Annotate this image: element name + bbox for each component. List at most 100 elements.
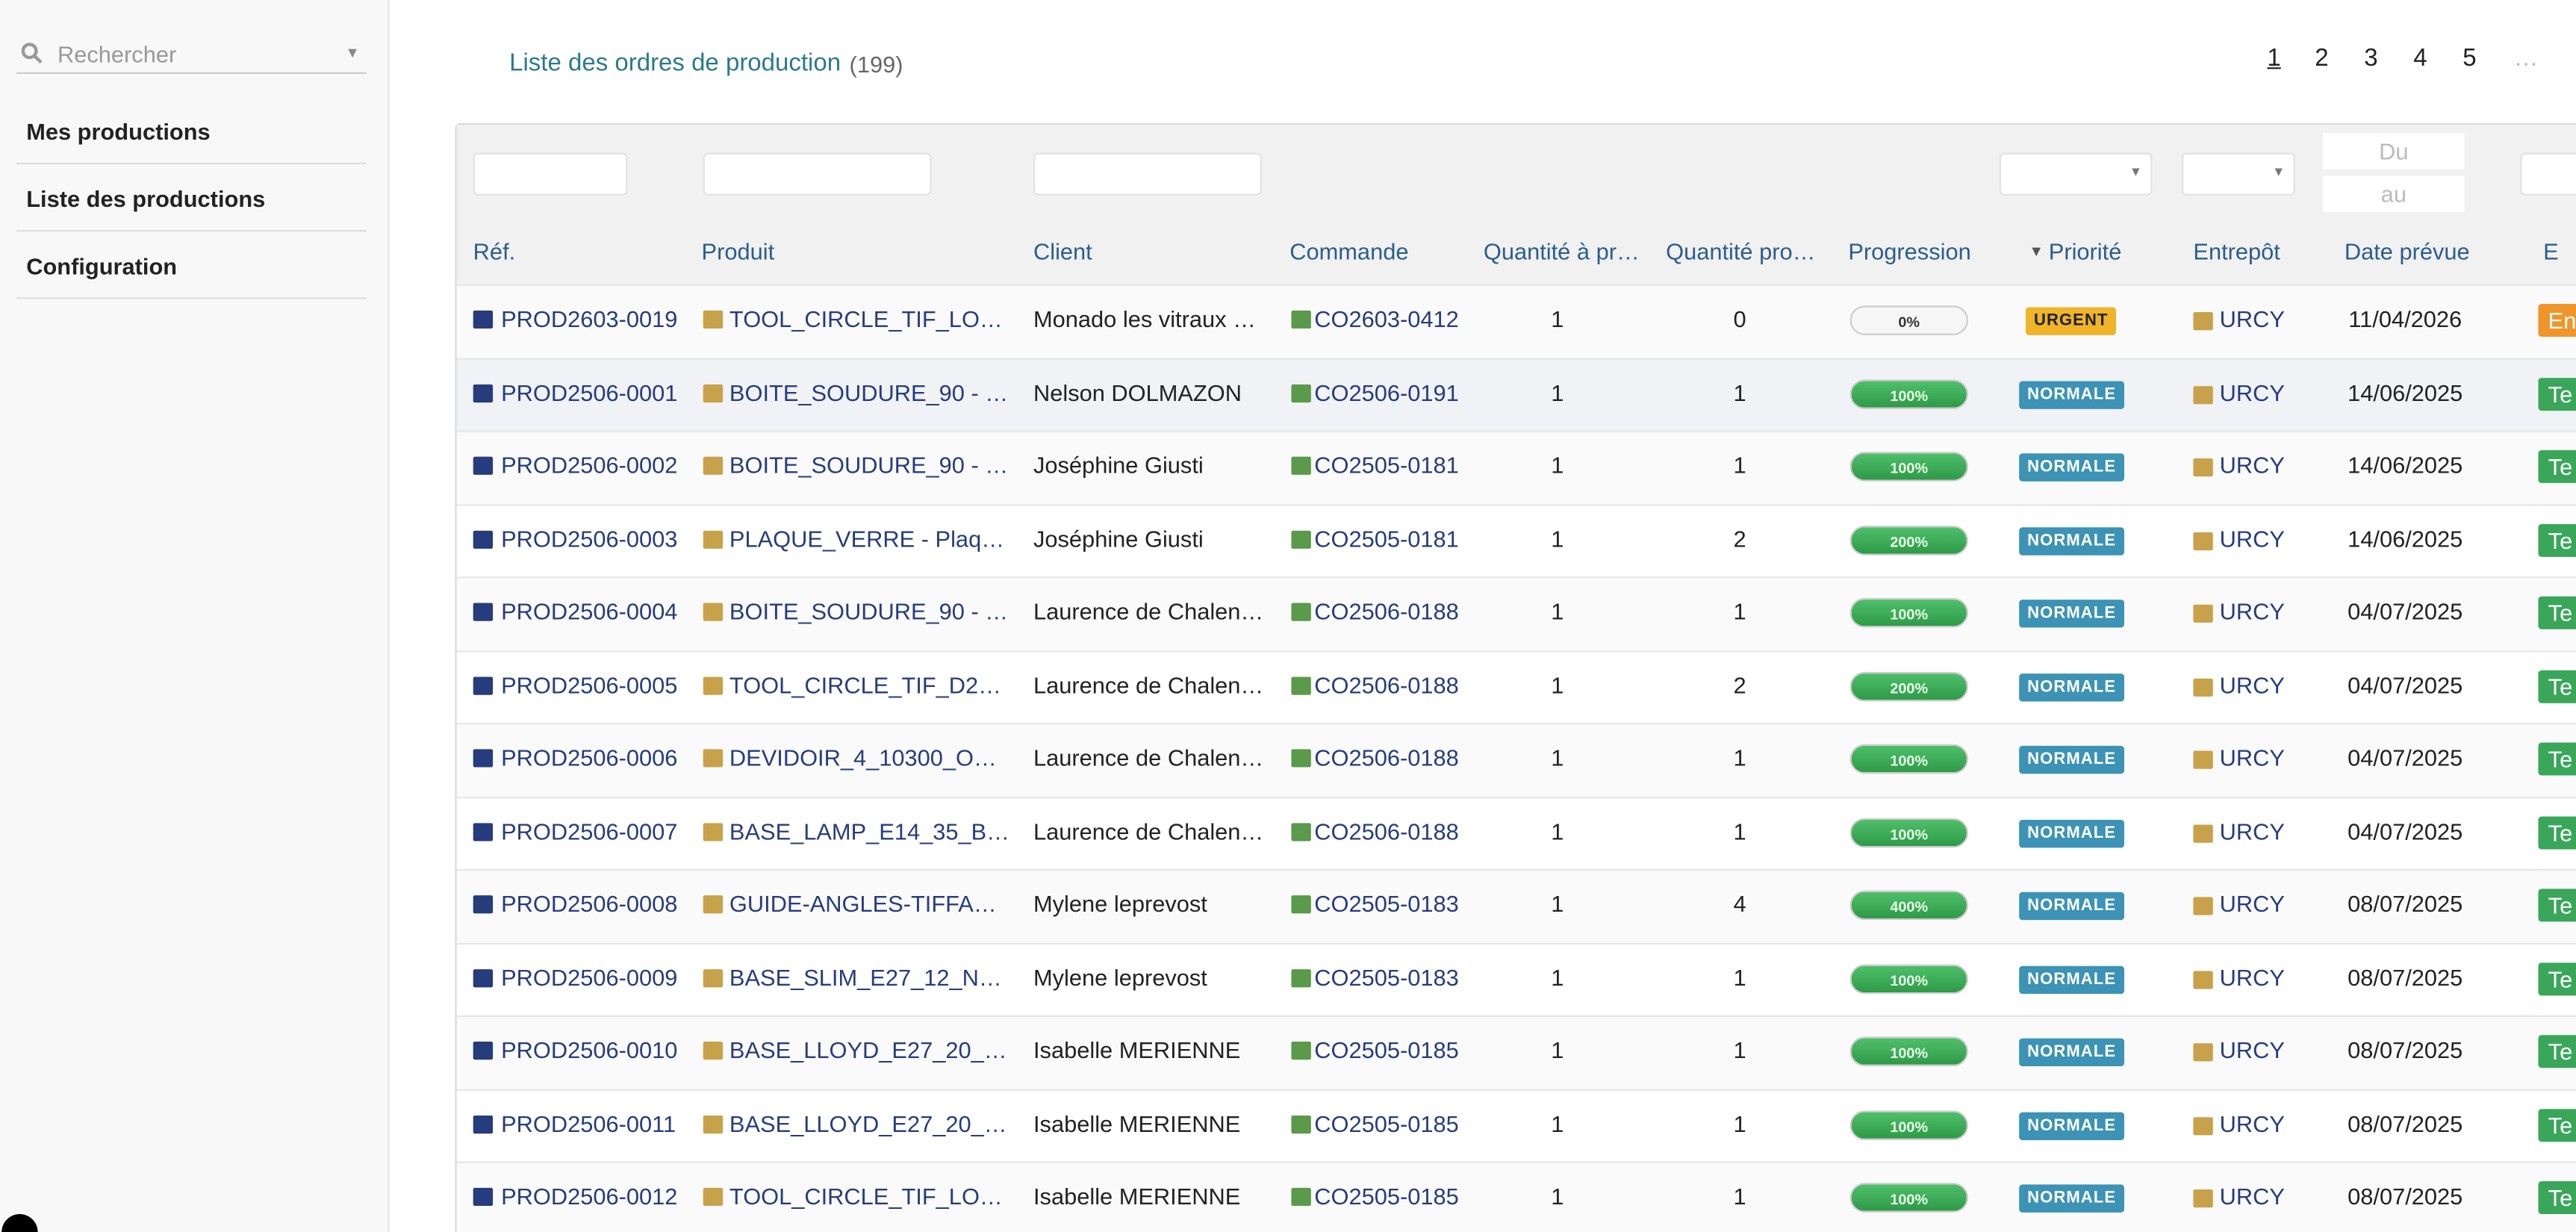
column-header[interactable]: Produit [701,238,775,265]
column-header[interactable]: Date prévue [2344,238,2470,265]
table-row[interactable] [456,1088,2576,1163]
product[interactable]: BASE_LAMP_E14_35_B… [729,817,1009,844]
ref[interactable]: PROD2506-0003 [501,524,678,552]
column-header[interactable]: Réf. [473,238,516,265]
search-box[interactable]: Rechercher ▼ [16,36,367,75]
column-header[interactable]: Commande [1289,238,1409,265]
table-row[interactable] [456,1161,2576,1232]
product-icon [703,456,724,475]
table-row[interactable] [456,1015,2576,1089]
warehouse[interactable]: URCY [2219,597,2285,625]
filter-input[interactable] [473,152,628,196]
order[interactable]: CO2506-0188 [1314,817,1459,844]
warehouse[interactable]: URCY [2219,671,2285,698]
qty-produced: 1 [1733,597,1746,625]
product[interactable]: BASE_SLIM_E27_12_N… [729,963,1002,990]
warehouse[interactable]: URCY [2219,1036,2285,1063]
ref[interactable]: PROD2603-0019 [501,305,678,332]
warehouse[interactable]: URCY [2219,1183,2285,1210]
column-header[interactable]: Quantité à pr… [1483,238,1640,265]
page-link[interactable]: 4 [2413,44,2427,72]
progress: 100% [1849,817,1968,847]
table-row[interactable] [456,503,2576,578]
table-row[interactable] [456,650,2576,724]
product[interactable]: BOITE_SOUDURE_90 - … [729,379,1009,405]
ref[interactable]: PROD2506-0011 [501,1110,676,1136]
warehouse[interactable]: URCY [2219,379,2285,405]
factory-icon [473,529,494,548]
column-header[interactable]: Progression [1848,238,1971,265]
product[interactable]: BASE_LLOYD_E27_20_… [729,1110,1007,1136]
order[interactable]: CO2506-0188 [1314,671,1459,698]
page-link[interactable]: 3 [2364,44,2378,72]
product[interactable]: BOITE_SOUDURE_90 - … [729,452,1009,479]
page-link[interactable]: 1 [2267,44,2281,72]
column-header[interactable]: Entrepôt [2193,238,2280,265]
order[interactable]: CO2506-0188 [1314,597,1459,625]
product[interactable]: TOOL_CIRCLE_TIF_LO… [729,1183,1003,1210]
page-link[interactable]: 2 [2315,44,2329,72]
filter-input[interactable] [2181,152,2295,196]
warehouse[interactable]: URCY [2219,305,2285,332]
table-row[interactable] [456,357,2576,432]
menu-item[interactable]: Mes productions [16,99,367,165]
filter-input[interactable] [1033,152,1262,196]
product[interactable]: TOOL_CIRCLE_TIF_D2… [729,671,1002,698]
ref[interactable]: PROD2506-0008 [501,890,678,917]
ref[interactable]: PROD2506-0004 [501,597,678,625]
warehouse[interactable]: URCY [2219,744,2285,771]
column-header[interactable]: Priorité [2048,238,2122,265]
page-link[interactable]: … [2513,44,2539,72]
ref[interactable]: PROD2506-0002 [501,452,678,479]
product[interactable]: BASE_LLOYD_E27_20_… [729,1036,1007,1063]
product[interactable]: GUIDE-ANGLES-TIFFA… [729,890,997,917]
product[interactable]: TOOL_CIRCLE_TIF_LO… [729,305,1003,332]
warehouse[interactable]: URCY [2219,890,2285,917]
order[interactable]: CO2505-0183 [1314,963,1459,990]
column-header[interactable]: E [2543,238,2559,265]
page-link[interactable]: 5 [2463,44,2477,72]
filter-input[interactable] [703,152,932,196]
order[interactable]: CO2505-0181 [1314,524,1459,552]
ref[interactable]: PROD2506-0005 [501,671,678,698]
order[interactable]: CO2505-0185 [1314,1183,1459,1210]
order[interactable]: CO2603-0412 [1314,305,1459,332]
filter-input[interactable] [2520,152,2576,196]
product[interactable]: PLAQUE_VERRE - Plaq… [729,524,1005,552]
order[interactable]: CO2505-0185 [1314,1110,1459,1136]
order[interactable]: CO2505-0181 [1314,452,1459,479]
dropdown-arrow: ▼ [2129,164,2143,179]
ref[interactable]: PROD2506-0010 [501,1036,678,1063]
ref[interactable]: PROD2506-0001 [501,379,678,405]
table-row[interactable] [456,723,2576,797]
filter-input[interactable] [1999,152,2153,196]
order[interactable]: CO2506-0188 [1314,744,1459,771]
column-header[interactable]: Quantité pro… [1666,238,1816,265]
warehouse[interactable]: URCY [2219,452,2285,479]
order[interactable]: CO2506-0191 [1314,379,1459,405]
table-row[interactable] [456,576,2576,651]
table-row[interactable] [456,868,2576,943]
table-row[interactable] [456,796,2576,871]
menu-item[interactable]: Configuration [16,233,367,299]
ref[interactable]: PROD2506-0007 [501,817,678,844]
warehouse[interactable]: URCY [2219,524,2285,552]
warehouse[interactable]: URCY [2219,817,2285,844]
ref[interactable]: PROD2506-0009 [501,963,678,990]
warehouse[interactable]: URCY [2219,1110,2285,1136]
ref[interactable]: PROD2506-0006 [501,744,678,771]
table-row[interactable] [456,284,2576,358]
column-header[interactable]: Client [1033,238,1092,265]
product[interactable]: DEVIDOIR_4_10300_O… [729,744,997,771]
date-from[interactable]: Du [2323,133,2465,169]
date-to[interactable]: au [2323,175,2465,212]
table-row[interactable] [456,942,2576,1016]
product[interactable]: BOITE_SOUDURE_90 - … [729,597,1009,625]
order[interactable]: CO2505-0183 [1314,890,1459,917]
menu-item[interactable]: Liste des productions [16,166,367,232]
warehouse[interactable]: URCY [2219,963,2285,990]
table-row[interactable] [456,430,2576,505]
ref[interactable]: PROD2506-0012 [501,1183,678,1210]
order[interactable]: CO2505-0185 [1314,1036,1459,1063]
